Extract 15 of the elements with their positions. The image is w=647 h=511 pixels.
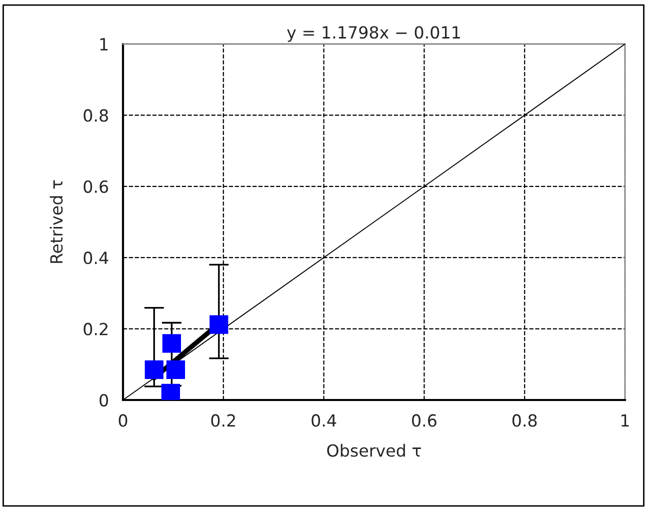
y-tick-label: 0 [100, 394, 108, 407]
y-tick-label: 0.8 [84, 109, 108, 122]
x-axis-title: Observed τ [327, 444, 421, 457]
y-tick-label: 0.6 [84, 180, 108, 193]
x-tick-label: 0.8 [512, 414, 537, 427]
x-tick-label: 1 [622, 414, 629, 427]
y-tick-label: 0.2 [84, 322, 108, 336]
y-axis-title: Retrived τ [50, 180, 63, 263]
y-tick-label: 1 [100, 38, 108, 50]
x-tick-label: 0 [118, 414, 128, 427]
x-tick-label: 0.6 [412, 414, 436, 427]
y-tick-label: 0.4 [84, 252, 108, 264]
x-tick-label: 0.2 [211, 414, 235, 427]
x-tick-label: 0.4 [312, 414, 336, 427]
chart-title: y = 1.1798x − 0.011 [287, 26, 460, 42]
